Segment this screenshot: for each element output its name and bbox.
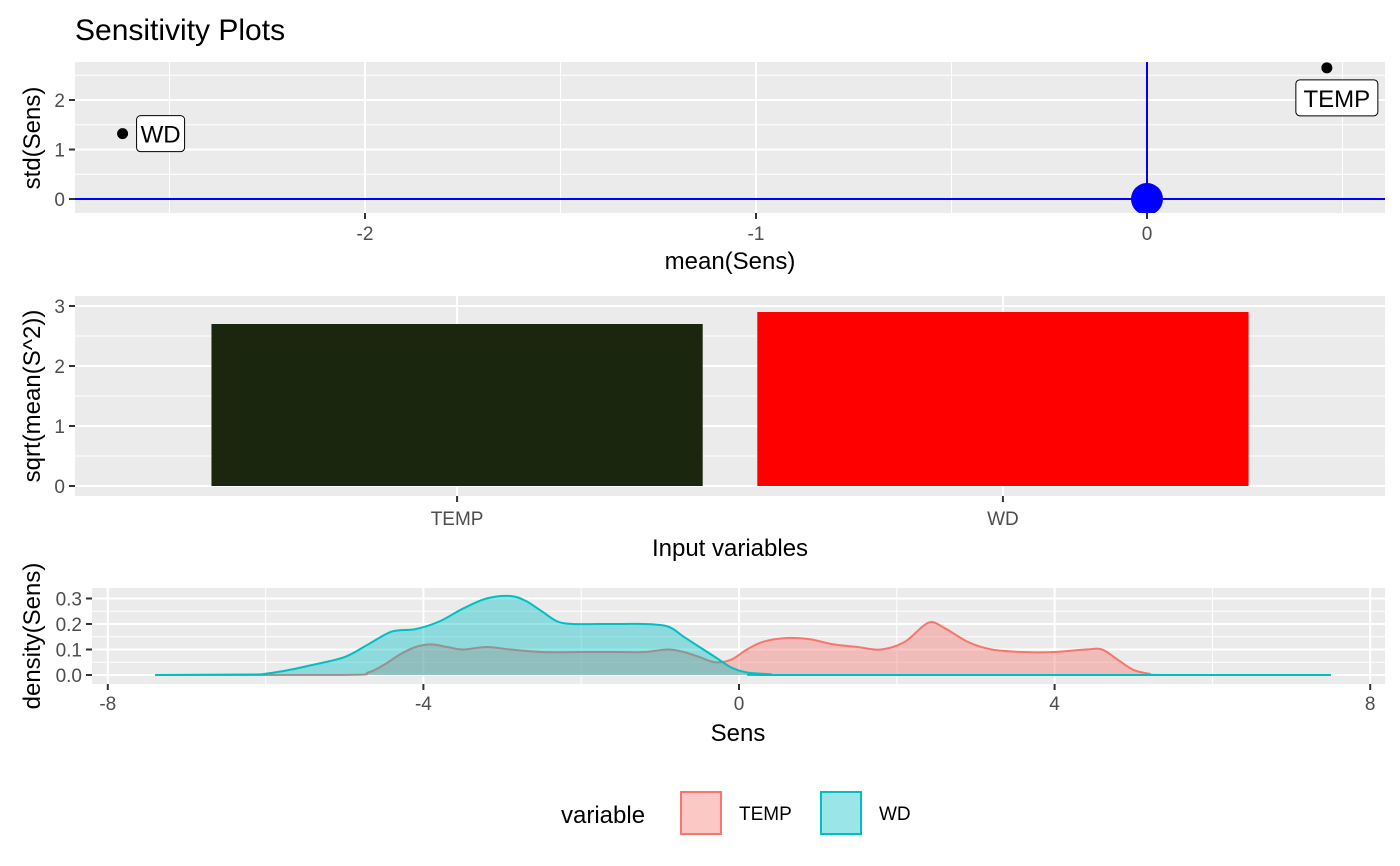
scatter-point-label-box [1295,79,1379,117]
figure-title: Sensitivity Plots [75,14,285,47]
density-x-tick-label: -4 [415,694,432,715]
scatter-point-label-box [136,115,186,153]
scatter-y-tick-label: 1 [54,141,65,162]
scatter-plot-background [75,62,1385,213]
density-x-tick-label: 0 [734,694,745,715]
bar-y-tick-label: 3 [54,297,65,318]
bar-y-tick-label: 2 [54,357,65,378]
legend-key-wd [820,791,862,835]
legend-label-temp: TEMP [739,804,792,825]
density-y-tick-label: 0.2 [56,615,82,636]
density-x-tick-label: 8 [1365,694,1376,715]
density-line-wd [155,594,1331,677]
scatter-x-tick-label: -1 [748,224,765,245]
scatter-x-axis-title: mean(Sens) [665,248,796,275]
density-x-axis-title: Sens [711,720,766,747]
density-y-tick-label: 0.1 [56,641,82,662]
scatter-point-label: TEMP [1304,86,1371,113]
legend-item-temp: TEMP [680,791,792,835]
bar-y-axis-title: sqrt(mean(S^2)) [19,310,46,483]
bar-x-tick-label: WD [987,509,1019,530]
legend-item-wd: WD [820,791,911,835]
scatter-origin-marker [1131,183,1163,213]
legend-title: variable [561,802,645,829]
legend: variable TEMP WD [561,791,911,835]
scatter-point-label: WD [141,122,181,149]
bar-y-tick-label: 0 [54,477,65,498]
scatter-axes: -2 -1 0 0 1 2 [54,91,1152,245]
bar-wd [757,312,1249,486]
scatter-point-wd [117,128,129,140]
density-x-tick-label: -8 [99,694,116,715]
scatter-y-tick-label: 2 [54,91,65,112]
density-area-wd [155,595,1331,675]
scatter-y-axis-title: std(Sens) [19,87,46,190]
density-y-tick-label: 0.3 [56,590,82,611]
density-line-temp [155,621,1331,677]
bar-temp [211,324,703,486]
bar-y-tick-label: 1 [54,417,65,438]
scatter-panel: WD TEMP -2 -1 0 0 1 2 mean(Sens) std(Sens) [19,62,1385,275]
scatter-y-tick-label: 0 [54,190,65,211]
scatter-marks: WD TEMP [75,62,1385,213]
bar-panel: 0 1 2 3 TEMP WD Input variables sqrt(mean(S^2… [19,296,1385,562]
density-x-tick-label: 4 [1049,694,1060,715]
legend-key-temp [680,791,722,835]
legend-key-bg-temp [680,791,722,835]
bar-x-axis-title: Input variables [652,535,808,562]
legend-key-bg-wd [820,791,862,835]
legend-label-wd: WD [879,804,911,825]
scatter-point-temp [1321,62,1333,74]
scatter-x-tick-label: -2 [357,224,374,245]
density-y-axis-title: density(Sens) [19,563,46,710]
density-y-tick-label: 0.0 [56,666,82,687]
bar-marks [211,312,1249,486]
density-marks [155,594,1331,677]
density-axes: -8 -4 0 4 8 0.0 0.1 0.2 0.3 [56,590,1376,716]
scatter-x-tick-label: 0 [1142,224,1153,245]
density-area-temp [155,622,1331,675]
density-panel: -8 -4 0 4 8 0.0 0.1 0.2 0.3 Sens density(Sens) [19,563,1385,747]
bar-axes: 0 1 2 3 TEMP WD [54,297,1018,530]
bar-x-tick-label: TEMP [431,509,484,530]
